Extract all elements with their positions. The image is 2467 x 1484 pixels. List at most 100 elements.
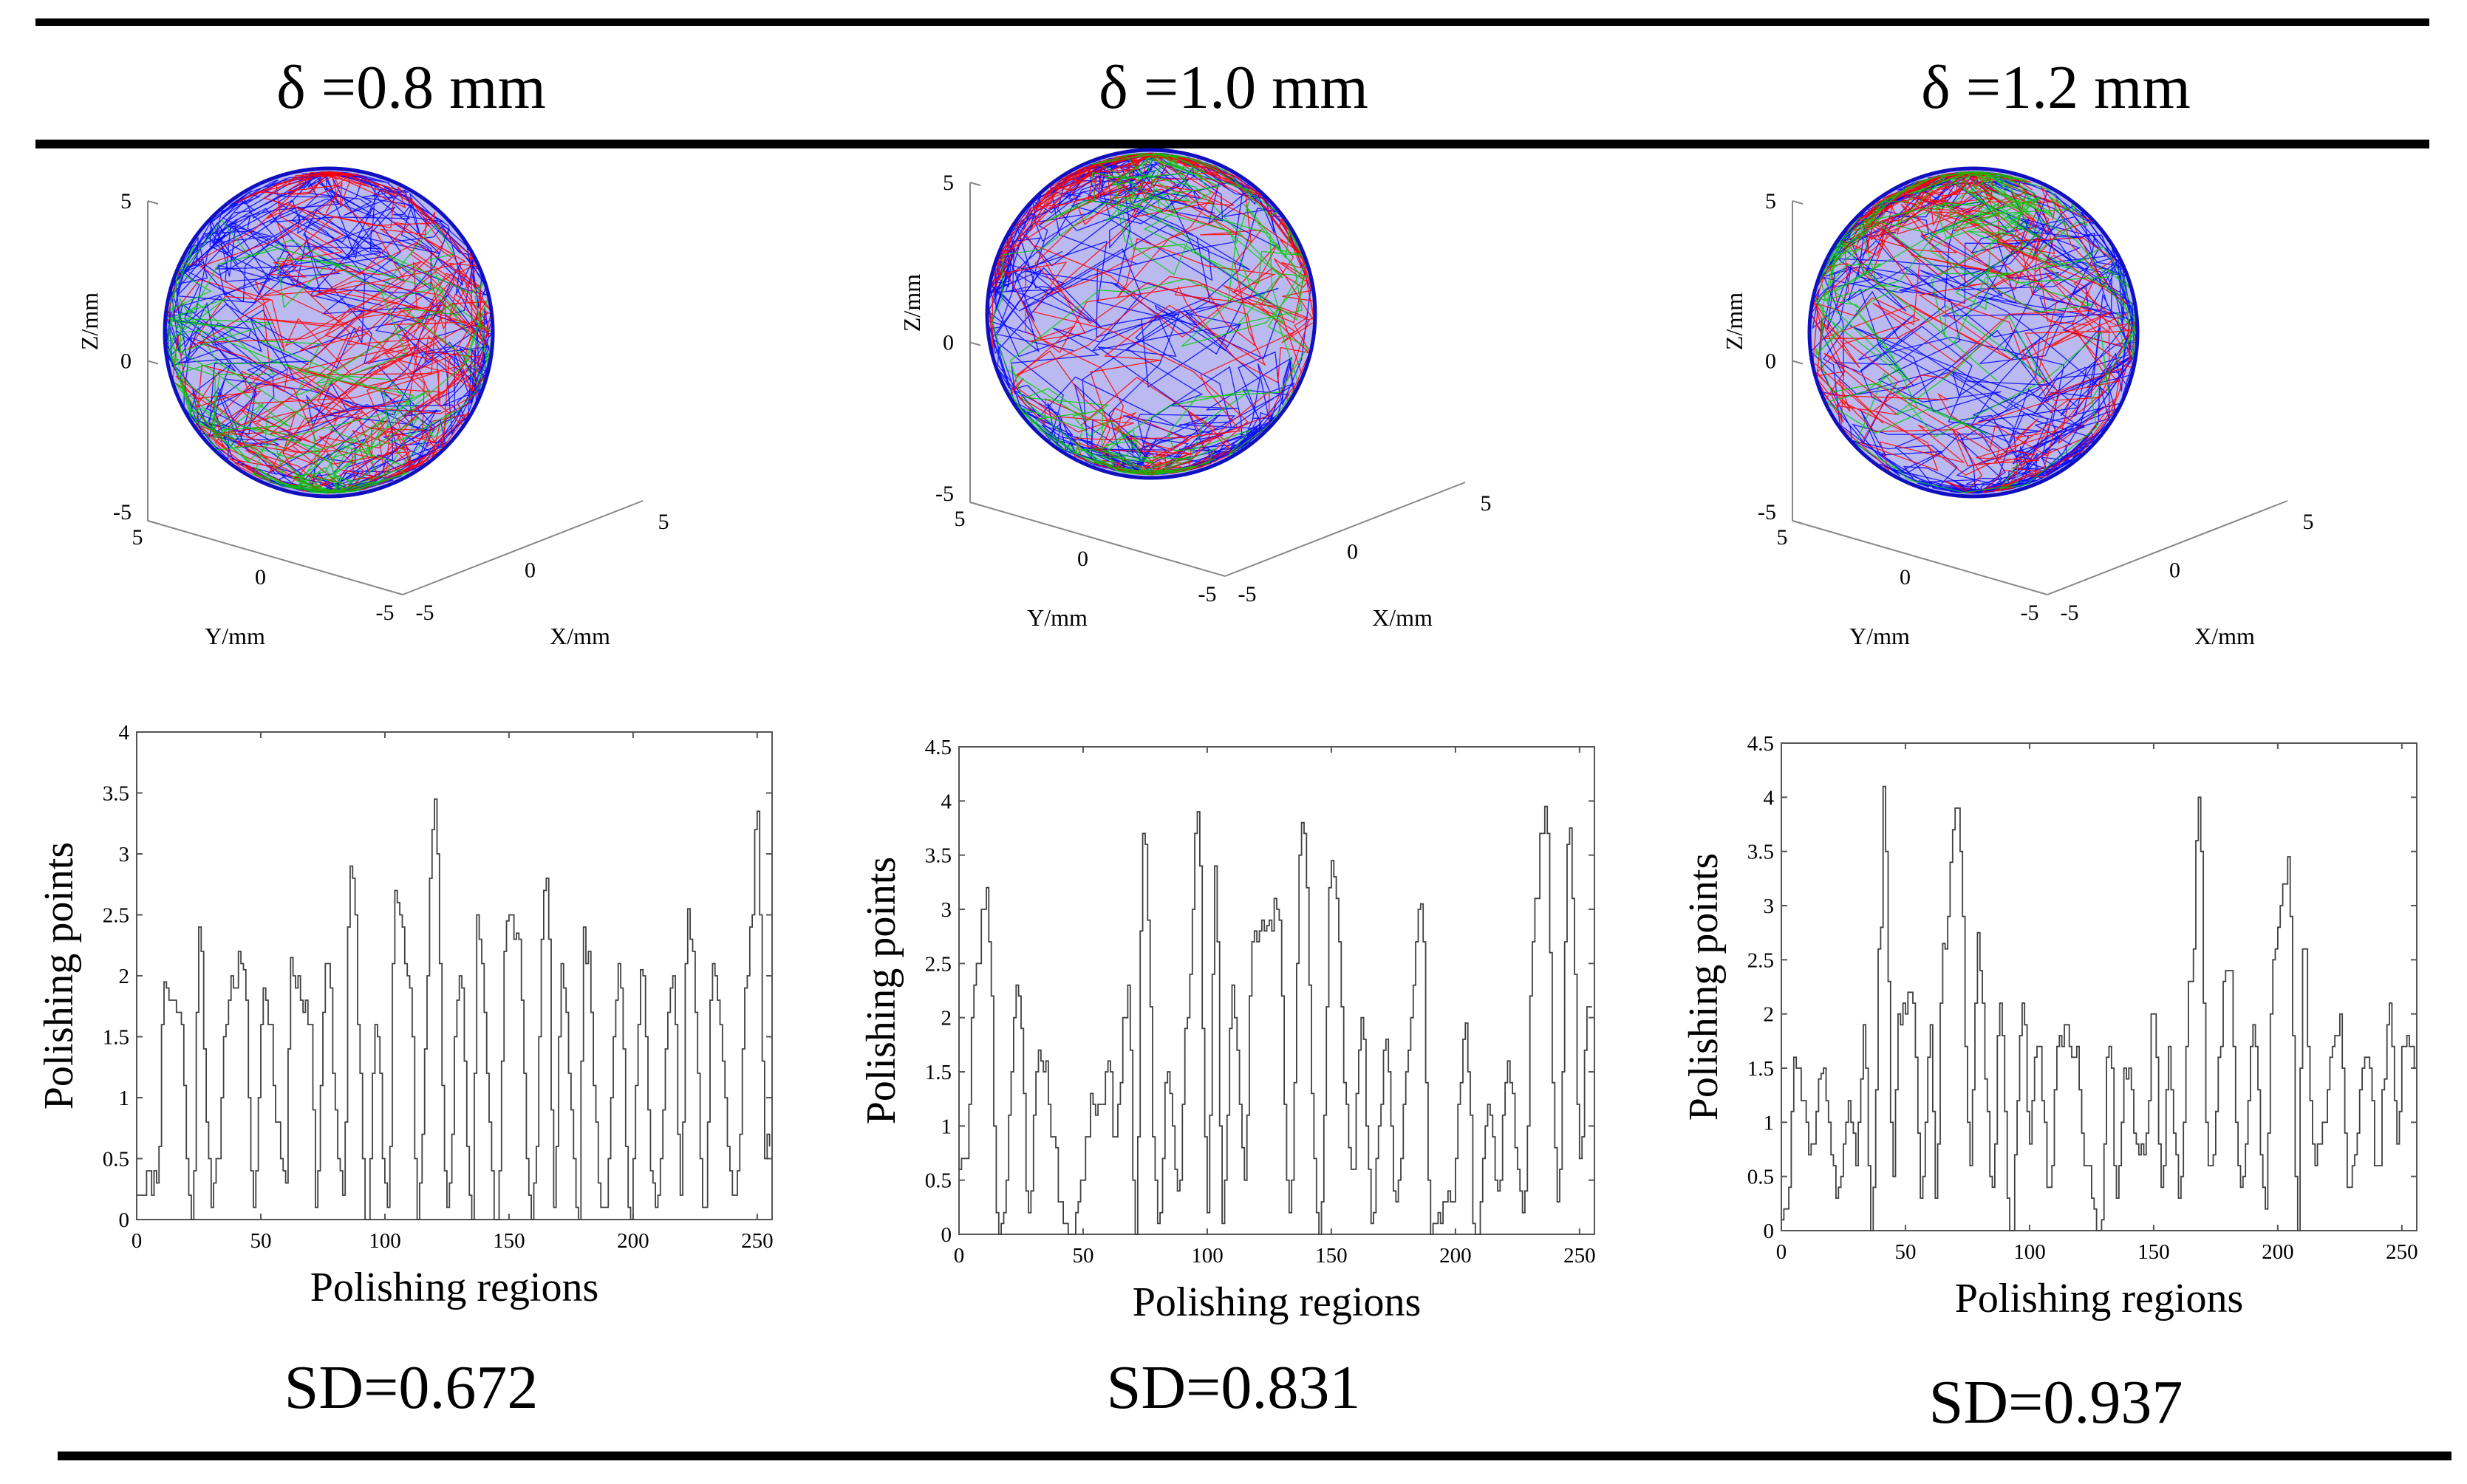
- y-tick-label: 4.5: [1747, 732, 1774, 756]
- y-tick-label: 1.5: [103, 1026, 129, 1050]
- x-axis-label: X/mm: [550, 623, 610, 649]
- x-tick-label: 0: [132, 1229, 143, 1253]
- y-tick-label: -5: [2021, 601, 2039, 625]
- y-tick-label: 3.5: [103, 782, 129, 806]
- y-axis-line: [1792, 520, 2048, 595]
- panel-column-delta-0-8: δ =0.8 mm 5 0 -5 5 0 -5 -5 0 5 Z/mm Y/mm X/mm 0 0.5 1…: [0, 0, 822, 1484]
- trajectory-path: [165, 171, 492, 494]
- y-tick-label: 0.5: [103, 1148, 129, 1172]
- x-tick-label: 150: [1315, 1244, 1348, 1268]
- sphere-trajectories: [163, 166, 495, 499]
- series-step-line: [137, 798, 771, 1220]
- x-axis-line: [1224, 482, 1466, 577]
- sd-label: SD=0.937: [1928, 1368, 2183, 1437]
- y-tick-label: 1.5: [925, 1061, 952, 1084]
- y-tick-label: 0: [119, 1208, 130, 1232]
- y-tick-label: 5: [955, 507, 966, 531]
- y-axis-title: Polishing points: [859, 857, 904, 1125]
- trajectory-path: [164, 219, 494, 494]
- sphere-trajectories: [985, 148, 1317, 480]
- z-tick-label: 5: [943, 171, 954, 195]
- panel-column-delta-1-0: δ =1.0 mm 5 0 -5 5 0 -5 -5 0 5 Z/mm Y/mm X/mm 0 0.5 1…: [822, 0, 1645, 1484]
- trajectory-path: [991, 152, 1308, 476]
- x-tick-label: -5: [1238, 582, 1257, 606]
- y-tick-label: 3: [1764, 895, 1775, 918]
- trajectory-path: [1813, 171, 2138, 493]
- y-tick-label: 2: [1764, 1003, 1775, 1027]
- polishing-points-chart: 0 0.5 1 1.5 2 2.5 3 3.5 4 4.5 0 50 100 150 200 250 Polis…: [1681, 732, 2418, 1321]
- z-tick-label: -5: [935, 482, 954, 506]
- y-tick-label: 4: [941, 790, 952, 813]
- y-tick-label: 2: [941, 1007, 952, 1030]
- x-tick-label: 0: [525, 558, 536, 583]
- polishing-points-chart: 0 0.5 1 1.5 2 2.5 3 3.5 4 4.5 0 50 100 150 200 250 Polis…: [859, 736, 1596, 1325]
- y-tick-label: 3: [119, 843, 130, 866]
- y-tick-label: 1: [119, 1087, 130, 1110]
- panel-column-delta-1-2: δ =1.2 mm 5 0 -5 5 0 -5 -5 0 5 Z/mm Y/mm X/mm 0 0.5 1…: [1645, 0, 2467, 1484]
- y-tick-label: 0.5: [925, 1169, 952, 1193]
- x-tick-label: 150: [2137, 1240, 2170, 1264]
- z-axis-label: Z/mm: [898, 274, 925, 332]
- x-tick-label: 250: [2386, 1240, 2418, 1264]
- y-tick-label: 0: [941, 1223, 952, 1247]
- y-tick-label: 0: [1077, 547, 1088, 571]
- y-tick-label: 1.5: [1747, 1057, 1774, 1081]
- x-tick-label: 0: [954, 1244, 965, 1268]
- series-step-line: [1781, 785, 2415, 1231]
- sphere-outline: [163, 166, 495, 499]
- z-axis-tick: [147, 520, 159, 524]
- z-axis-tick: [1792, 520, 1804, 524]
- x-tick-label: 200: [1439, 1244, 1472, 1268]
- y-tick-label: -5: [376, 601, 395, 625]
- y-tick-label: 2.5: [1747, 948, 1774, 972]
- x-tick-label: 150: [493, 1229, 525, 1253]
- z-axis-tick: [147, 360, 159, 365]
- y-tick-label: 0: [255, 565, 266, 589]
- y-tick-label: 4.5: [925, 736, 952, 759]
- x-tick-label: 100: [2013, 1240, 2046, 1264]
- polishing-points-chart: 0 0.5 1 1.5 2 2.5 3 3.5 4 0 50 100 150 200 250 Polishin…: [36, 721, 774, 1310]
- y-tick-label: 4: [1764, 786, 1775, 810]
- y-tick-label: 1: [1764, 1111, 1775, 1135]
- delta-label: δ =1.0 mm: [1099, 53, 1368, 122]
- x-tick-label: 200: [617, 1229, 649, 1253]
- y-axis-label: Y/mm: [1849, 623, 1910, 649]
- y-axis-label: Y/mm: [205, 623, 265, 649]
- x-tick-label: 0: [1347, 540, 1358, 564]
- sphere-outline: [985, 148, 1317, 480]
- y-tick-label: 4: [119, 721, 130, 745]
- x-tick-label: 0: [1776, 1240, 1787, 1264]
- plot-frame: [958, 746, 1595, 1235]
- y-axis-label: Y/mm: [1027, 604, 1088, 631]
- y-tick-label: 5: [1777, 525, 1788, 550]
- z-axis-tick: [147, 200, 159, 205]
- y-axis-line: [969, 502, 1226, 577]
- y-tick-label: 3.5: [1747, 841, 1774, 864]
- y-tick-label: 1: [941, 1115, 952, 1138]
- y-tick-label: 3.5: [925, 844, 952, 868]
- x-tick-label: -5: [416, 601, 434, 625]
- x-tick-label: 200: [2262, 1240, 2294, 1264]
- x-axis-label: X/mm: [2194, 623, 2255, 649]
- x-tick-label: 5: [1481, 491, 1492, 516]
- y-tick-label: 2.5: [103, 904, 129, 928]
- z-axis-tick: [969, 341, 981, 346]
- y-axis-title: Polishing points: [36, 842, 82, 1110]
- series-step-line: [959, 805, 1592, 1235]
- x-tick-label: 250: [1563, 1244, 1596, 1268]
- z-axis-tick: [969, 502, 981, 506]
- delta-label: δ =1.2 mm: [1921, 53, 2191, 122]
- y-tick-label: 3: [941, 898, 952, 922]
- x-tick-label: 5: [2303, 510, 2314, 534]
- z-axis-tick: [969, 182, 981, 186]
- x-tick-label: 5: [658, 510, 669, 534]
- x-tick-label: 0: [2169, 558, 2180, 583]
- trajectory-path: [1809, 171, 2138, 493]
- x-tick-label: 250: [741, 1229, 774, 1253]
- x-tick-label: 50: [250, 1229, 271, 1253]
- trajectory-path: [1010, 152, 1307, 476]
- y-axis-title: Polishing points: [1681, 853, 1727, 1121]
